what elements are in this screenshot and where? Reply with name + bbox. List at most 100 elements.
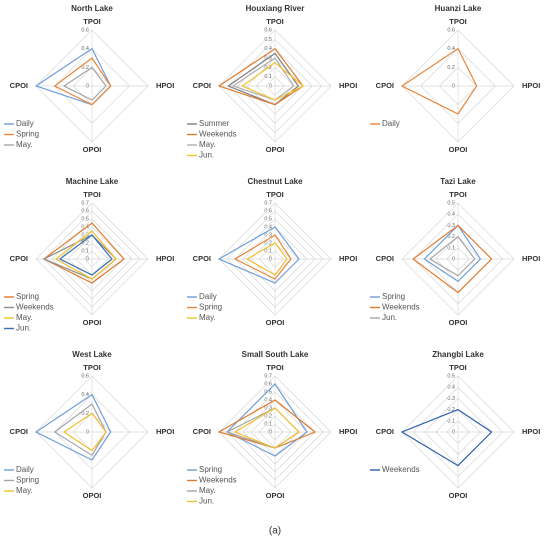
tick-label: 0.4 [81, 46, 89, 52]
chart-title: Tazi Lake [440, 177, 476, 186]
tick-label: 0.2 [447, 234, 455, 240]
legend-label: Jun. [382, 313, 397, 322]
tick-label: 0.5 [81, 216, 89, 222]
axis-label: CPOI [193, 427, 211, 436]
chart-title: Chestnut Lake [247, 177, 303, 186]
axis-label: OPOI [83, 318, 102, 327]
axis-label: CPOI [10, 427, 28, 436]
axis-label: TPOI [449, 190, 467, 199]
legend-label: Spring [199, 303, 222, 312]
chart-title: Machine Lake [66, 177, 119, 186]
axis-label: OPOI [266, 491, 285, 500]
axis-label: HPOI [156, 81, 174, 90]
legend-label: Spring [16, 476, 39, 485]
tick-label: 0.4 [447, 46, 455, 52]
tick-label: 0.6 [264, 381, 272, 387]
tick-label: 0.4 [447, 212, 455, 218]
axis-label: TPOI [449, 17, 467, 26]
tick-label: 0 [452, 429, 455, 435]
tick-label: 0.2 [447, 65, 455, 71]
legend-label: Daily [199, 292, 217, 301]
tick-label: 0.3 [447, 223, 455, 229]
tick-label: 0.6 [447, 27, 455, 33]
series-polygon [423, 224, 482, 283]
legend-label: Jun. [16, 324, 31, 333]
axis-label: OPOI [449, 318, 468, 327]
tick-label: 0.4 [264, 397, 272, 403]
tick-label: 0.3 [81, 232, 89, 238]
axis-label: CPOI [376, 254, 394, 263]
series-polygon [58, 234, 113, 276]
tick-label: 0.2 [81, 240, 89, 246]
series-polygon [428, 235, 476, 277]
tick-label: 0 [86, 429, 89, 435]
chart-title: Huanzi Lake [435, 4, 482, 13]
tick-label: 0.2 [264, 240, 272, 246]
series-polygon [233, 234, 292, 280]
series-polygon [217, 47, 304, 106]
tick-label: 0.3 [447, 396, 455, 402]
legend-label: Weekends [199, 476, 237, 485]
tick-label: 0.6 [81, 27, 89, 33]
legend-label: Weekends [16, 303, 54, 312]
series-polygon [245, 242, 288, 276]
legend-label: May. [199, 313, 216, 322]
series-polygon [241, 61, 305, 101]
chart-title: Small South Lake [242, 350, 309, 359]
axis-label: HPOI [522, 427, 540, 436]
tick-label: 0.4 [447, 385, 455, 391]
tick-label: 0.6 [264, 27, 272, 33]
axis-label: CPOI [193, 81, 211, 90]
tick-label: 0.5 [264, 216, 272, 222]
series-polygon [42, 222, 125, 284]
tick-label: 0 [452, 256, 455, 262]
chart-title: North Lake [71, 4, 113, 13]
tick-label: 0.7 [81, 200, 89, 206]
chart-title: West Lake [72, 350, 112, 359]
tick-label: 0.7 [264, 200, 272, 206]
series-polygon [62, 66, 107, 101]
tick-label: 0.4 [81, 392, 89, 398]
tick-label: 0.2 [81, 411, 89, 417]
axis-label: HPOI [522, 254, 540, 263]
tick-label: 0 [86, 256, 89, 262]
legend-label: Spring [16, 292, 39, 301]
axis-label: CPOI [376, 81, 394, 90]
axis-label: TPOI [83, 17, 101, 26]
axis-label: OPOI [449, 491, 468, 500]
legend-label: Jun. [199, 151, 214, 160]
axis-label: CPOI [193, 254, 211, 263]
tick-label: 0.4 [264, 46, 272, 52]
axis-label: TPOI [266, 363, 284, 372]
axis-label: TPOI [266, 17, 284, 26]
tick-label: 0.7 [264, 373, 272, 379]
series-polygon [400, 408, 493, 467]
tick-label: 0 [269, 83, 272, 89]
legend-label: Daily [16, 465, 34, 474]
axis-label: OPOI [83, 491, 102, 500]
axis-label: OPOI [266, 318, 285, 327]
series-polygon [412, 224, 493, 294]
axis-label: HPOI [339, 427, 357, 436]
tick-label: 0.2 [81, 65, 89, 71]
legend-label: May. [16, 486, 33, 495]
legend-label: Daily [382, 119, 400, 128]
series-polygon [34, 393, 112, 461]
axis-label: OPOI [449, 145, 468, 154]
tick-label: 0.2 [447, 407, 455, 413]
legend-label: May. [199, 486, 216, 495]
tick-label: 0.2 [264, 413, 272, 419]
axis-label: HPOI [522, 81, 540, 90]
series-polygon [225, 383, 308, 457]
legend-label: Jun. [199, 497, 214, 506]
tick-label: 0 [269, 429, 272, 435]
tick-label: 0.5 [447, 373, 455, 379]
axis-label: TPOI [266, 190, 284, 199]
series-polygon [400, 47, 478, 115]
tick-label: 0.5 [447, 200, 455, 206]
legend-label: Spring [382, 292, 405, 301]
series-polygon [62, 412, 107, 452]
axis-label: CPOI [10, 81, 28, 90]
tick-label: 0.1 [447, 245, 455, 251]
